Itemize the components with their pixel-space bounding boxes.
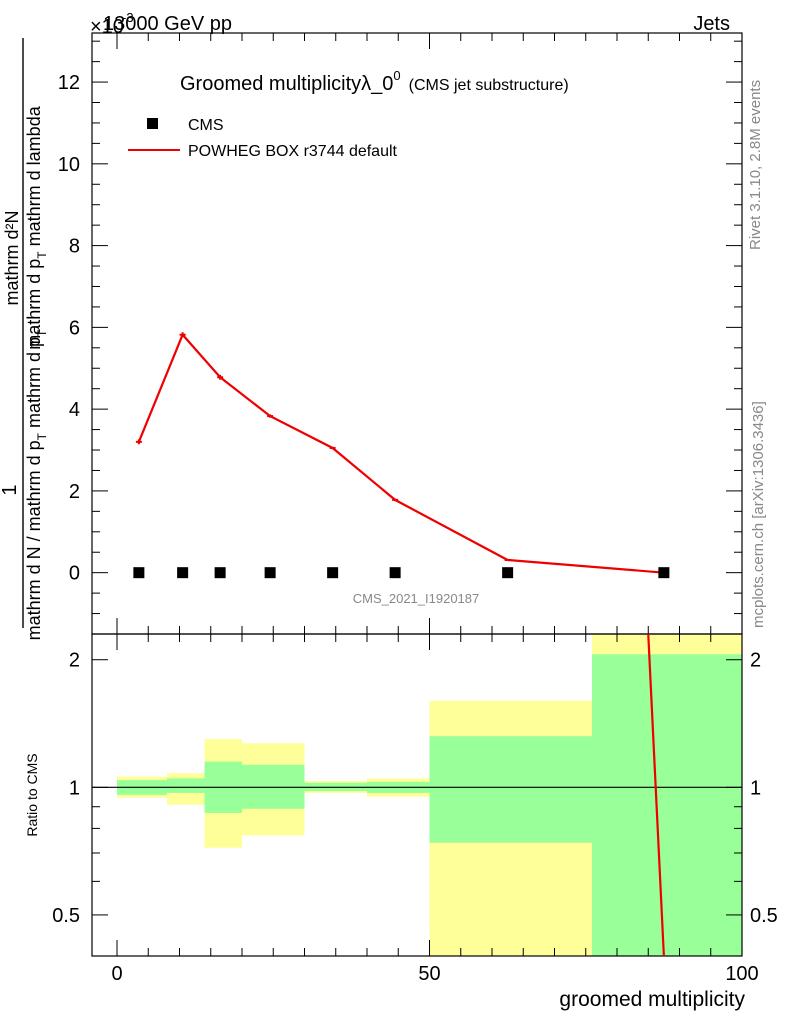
cms-data-point [389, 567, 401, 579]
cms-data-point [214, 567, 226, 579]
main-y-axis-label: mathrm d²N mathrm d pT mathrm d lambda 1… [0, 38, 49, 640]
ratio-uncertainty-bands [117, 634, 742, 956]
ratio-ytick-label-right: 2 [750, 650, 761, 672]
rivet-label: Rivet 3.1.10, 2.8M events [747, 80, 764, 250]
ratio-ytick-label: 1 [69, 777, 80, 799]
main-series-layer [133, 332, 670, 579]
plot-title: Groomed multiplicityλ_00(CMS jet substru… [180, 68, 569, 95]
mc-series-line [137, 332, 664, 574]
x-axis-label: groomed multiplicity [559, 988, 745, 1011]
main-ytick-label: 8 [69, 236, 80, 258]
main-ytick-label: 10 [58, 154, 80, 176]
ratio-ytick-label-right: 0.5 [750, 905, 778, 927]
main-ytick-label: 4 [69, 399, 80, 421]
xtick-label: 0 [111, 963, 122, 985]
ratio-ytick-label: 0.5 [52, 905, 80, 927]
mcplots-label: mcplots.cern.ch [arXiv:1306.3436] [750, 401, 767, 628]
ratio-axis-ticks: 0.5 0.5 1 1 2 2 0 50 100 [52, 634, 778, 985]
main-ytick-label: 6 [69, 317, 80, 339]
process-label: Jets [693, 13, 730, 35]
xtick-label: 50 [418, 963, 440, 985]
main-ytick-label: 0 [69, 563, 80, 585]
main-ytick-label: 2 [69, 481, 80, 503]
ratio-band-inner-6 [429, 736, 592, 843]
cms-data-point [327, 567, 339, 579]
cms-data-point [264, 567, 276, 579]
exponent-power: -3 [122, 10, 134, 25]
ylabel-one: 1 [0, 484, 21, 495]
ratio-band-inner-1 [167, 778, 205, 793]
ratio-plot-frame [91, 633, 743, 957]
cms-data-point [177, 567, 189, 579]
legend-cms-marker [147, 118, 158, 129]
legend-mc-label: POWHEG BOX r3744 default [188, 143, 398, 160]
ratio-ytick-label-right: 1 [750, 777, 761, 799]
main-ytick-label: 12 [58, 72, 80, 94]
main-axis-ticks: 0 2 4 6 8 10 12 [58, 33, 743, 634]
exponent-label: ×10 [90, 16, 124, 38]
cms-data-point [658, 567, 670, 579]
ratio-band-inner-7 [592, 654, 742, 956]
xtick-label: 100 [725, 963, 758, 985]
ratio-ytick-label: 2 [69, 650, 80, 672]
ratio-series-layer [647, 633, 665, 957]
analysis-watermark: CMS_2021_I1920187 [353, 591, 480, 606]
energy-label: 13000 GeV pp [103, 13, 232, 35]
ylabel-denominator: mathrm d N / mathrm d pT mathrm d pT [24, 329, 49, 640]
cms-data-point [502, 567, 514, 579]
legend-cms-label: CMS [188, 117, 224, 134]
cms-data-point [133, 567, 145, 579]
ylabel-numerator-line2: mathrm d pT mathrm d lambda [24, 105, 49, 349]
ylabel-numerator: mathrm d²N [2, 210, 22, 305]
ratio-y-axis-label: Ratio to CMS [24, 753, 40, 836]
ratio-mc-line [647, 633, 665, 957]
